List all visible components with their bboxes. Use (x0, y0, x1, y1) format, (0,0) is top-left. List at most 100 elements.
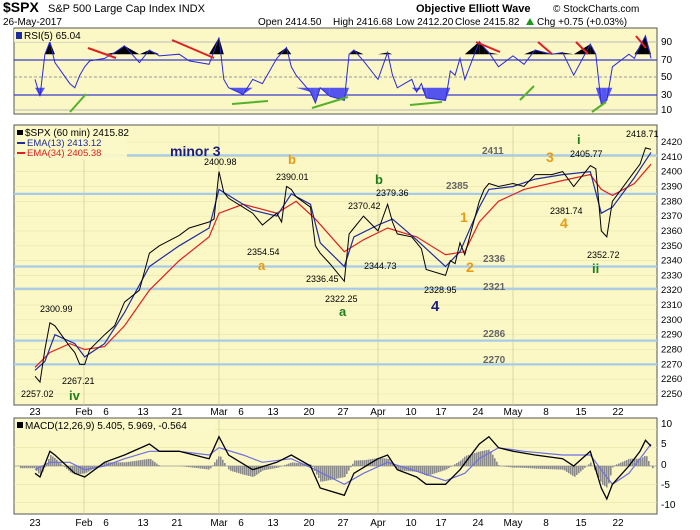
rsi-red-trend-5 (575, 41, 589, 55)
macd-histogram-bar (326, 466, 328, 481)
macd-histogram-bar (80, 466, 82, 474)
rsi-divergence-lines (69, 35, 647, 113)
level-label-2411: 2411 (482, 146, 504, 157)
macd-histogram-bar (420, 466, 422, 474)
macd-histogram-bar (354, 460, 356, 466)
price-tick-label: 2360 (661, 226, 682, 237)
rsi-green-trend-5 (519, 85, 535, 101)
macd-histogram-bar (20, 466, 22, 469)
macd-histogram-bar (196, 466, 198, 469)
macd-histogram-bar (426, 466, 428, 476)
macd-histogram-bar (220, 456, 222, 466)
macd-histogram-bar (552, 466, 554, 470)
macd-histogram-bar (536, 466, 538, 469)
rsi-oversold-fill (426, 87, 446, 101)
macd-histogram-bar (152, 460, 154, 466)
macd-histogram-bar (402, 466, 404, 471)
macd-histogram-bar (26, 466, 28, 469)
price-label-2390: 2390.01 (276, 172, 309, 182)
macd-histogram-bar (522, 466, 524, 468)
macd-histogram-bar (284, 465, 286, 466)
macd-histogram-bar (490, 451, 492, 466)
price-panel: 2250 2260 2270 2280 2290 2300 2310 2320 2330 2340… (13, 124, 682, 406)
macd-histogram-bar (620, 462, 622, 466)
macd-histogram-bar (526, 466, 528, 468)
rsi-oversold-fill (601, 87, 607, 105)
macd-histogram-bar (144, 459, 146, 466)
x-tick-label: 6 (103, 407, 109, 418)
price-label-2336: 2336.45 (306, 274, 339, 284)
macd-histogram-bar (78, 466, 80, 475)
price-label-2381: 2381.74 (550, 206, 583, 216)
price-x-axis: 23 Feb 6 13 21 Mar 6 13 20 27 Apr 10 17 24 May 8 15 22 (29, 407, 624, 418)
macd-histogram-bar (428, 466, 430, 476)
wave-label-1: 1 (460, 209, 468, 225)
rsi-oversold-fill (243, 87, 253, 95)
macd-histogram-bar (398, 466, 400, 471)
x-tick-label: 20 (303, 407, 315, 418)
macd-histogram-bar (374, 458, 376, 466)
macd-histogram-bar (118, 462, 120, 466)
macd-histogram-bar (596, 466, 598, 474)
macd-histogram-bar (562, 466, 564, 470)
price-label-2257: 2257.02 (21, 389, 54, 399)
macd-tick-minus-5: -5 (661, 480, 670, 491)
x-tick-label: 27 (337, 518, 349, 529)
macd-histogram-bar (228, 466, 230, 470)
x-tick-label: Feb (75, 518, 93, 529)
x-tick-label: 21 (171, 407, 183, 418)
level-label-2321: 2321 (483, 282, 506, 293)
price-y-axis: 2250 2260 2270 2280 2290 2300 2310 2320 2330 2340… (661, 137, 682, 400)
macd-histogram-bar (62, 465, 64, 466)
macd-histogram-bar (34, 466, 36, 469)
x-tick-label: Apr (370, 518, 386, 529)
macd-histogram-bar (58, 461, 60, 466)
x-tick-label: 21 (171, 518, 183, 529)
macd-histogram-bar (524, 466, 526, 468)
x-tick-label: 15 (575, 518, 587, 529)
macd-histogram-bar (336, 466, 338, 479)
macd-histogram-bar (250, 466, 252, 477)
macd-histogram-bar (278, 466, 280, 468)
macd-histogram-bar (338, 466, 340, 479)
chart-source: Objective Elliott Wave (416, 3, 531, 15)
macd-histogram-bar (216, 459, 218, 466)
macd-histogram-bar (576, 466, 578, 475)
macd-histogram-bar (236, 466, 238, 473)
wave-label-4-navy: 4 (431, 298, 440, 315)
macd-histogram-bar (82, 466, 84, 474)
macd-histogram-bar (346, 466, 348, 475)
x-tick-label: Mar (210, 518, 228, 529)
macd-histogram-bar (448, 466, 450, 469)
x-tick-label: 22 (612, 518, 624, 529)
ema13-line (34, 152, 652, 371)
macd-histogram-bar (392, 463, 394, 466)
wave-label-ii: ii (592, 261, 599, 276)
macd-histogram-bar (378, 457, 380, 466)
rsi-red-trend-2 (171, 39, 215, 59)
macd-histogram-bar (556, 466, 558, 470)
macd-histogram-bar (332, 466, 334, 480)
macd-histogram-bar (624, 460, 626, 466)
macd-histogram-bar (430, 466, 432, 475)
rsi-green-trend-6 (591, 101, 607, 113)
macd-histogram-bar (130, 461, 132, 466)
symbol-title: $SPX (3, 0, 39, 15)
macd-histogram-bar (296, 462, 298, 466)
rsi-line (34, 34, 652, 106)
macd-histogram-bar (644, 455, 646, 466)
macd-histogram-bar (38, 466, 40, 474)
price-tick-label: 2370 (661, 211, 682, 222)
macd-histogram-bar (302, 463, 304, 466)
macd-histogram-bar (126, 462, 128, 466)
x-tick-label: 13 (137, 407, 149, 418)
macd-histogram-bar (566, 466, 568, 472)
price-tick-label: 2420 (661, 137, 682, 148)
macd-histogram-bar (214, 462, 216, 466)
macd-histogram-bar (548, 466, 550, 470)
macd-histogram-bar (568, 466, 570, 474)
macd-histogram-bar (580, 466, 582, 472)
macd-histogram-bar (154, 462, 156, 466)
macd-histogram-bar (292, 462, 294, 466)
macd-histogram-bar (440, 466, 442, 472)
